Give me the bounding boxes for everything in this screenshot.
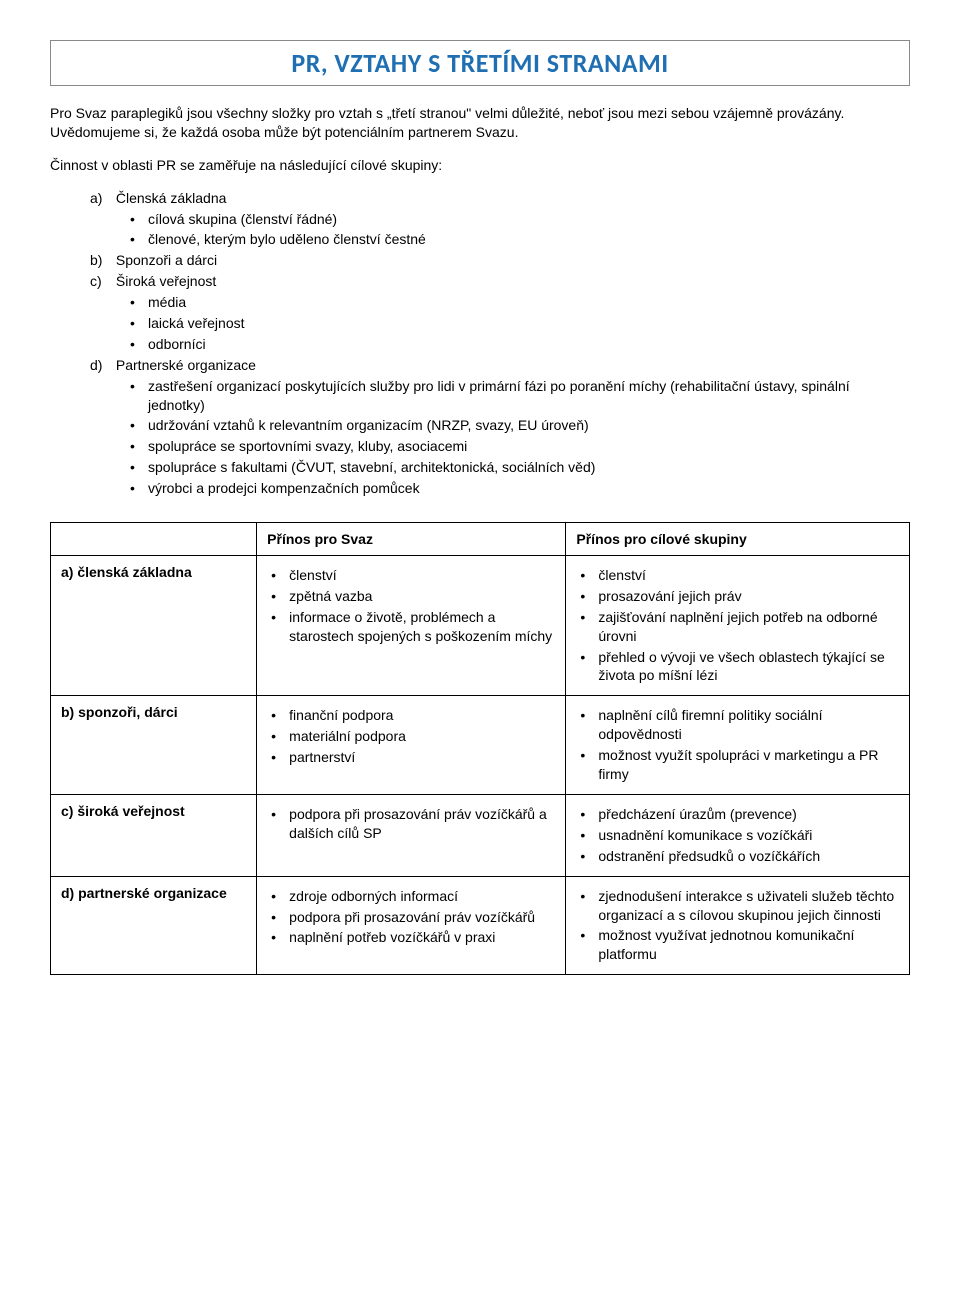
list-item: odstranění předsudků o vozíčkářích <box>580 847 899 866</box>
list-item: přehled o vývoji ve všech oblastech týka… <box>580 648 899 686</box>
group-label: Členská základna <box>116 190 227 206</box>
cell-svaz: podpora při prosazování práv vozíčkářů a… <box>257 794 566 876</box>
list-item: udržování vztahů k relevantním organizac… <box>130 416 910 435</box>
list-item: finanční podpora <box>271 706 555 725</box>
cell-svaz: členství zpětná vazba informace o životě… <box>257 556 566 696</box>
list-item: cílová skupina (členství řádné) <box>130 210 910 229</box>
group-c-items: média laická veřejnost odborníci <box>90 293 910 354</box>
list-item: spolupráce s fakultami (ČVUT, stavební, … <box>130 458 910 477</box>
group-marker: a) <box>90 189 112 208</box>
table-header-row: Přínos pro Svaz Přínos pro cílové skupin… <box>51 523 910 556</box>
row-head: a) členská základna <box>51 556 257 696</box>
group-a-items: cílová skupina (členství řádné) členové,… <box>90 210 910 250</box>
list-item: informace o životě, problémech a starost… <box>271 608 555 646</box>
table-row: c) široká veřejnost podpora při prosazov… <box>51 794 910 876</box>
page-title: PR, VZTAHY S TŘETÍMI STRANAMI <box>61 47 899 79</box>
table-row: b) sponzoři, dárci finanční podpora mate… <box>51 696 910 795</box>
group-a: a) Členská základna cílová skupina (člen… <box>90 189 910 250</box>
cell-cilove: zjednodušení interakce s uživateli služe… <box>566 876 910 975</box>
list-item: možnost využít spolupráci v marketingu a… <box>580 746 899 784</box>
row-head: c) široká veřejnost <box>51 794 257 876</box>
list-item: laická veřejnost <box>130 314 910 333</box>
list-item: zastřešení organizací poskytujících služ… <box>130 377 910 415</box>
cell-svaz: zdroje odborných informací podpora při p… <box>257 876 566 975</box>
group-label: Partnerské organizace <box>116 357 256 373</box>
list-item: naplnění cílů firemní politiky sociální … <box>580 706 899 744</box>
group-marker: c) <box>90 272 112 291</box>
cell-cilove: předcházení úrazům (prevence) usnadnění … <box>566 794 910 876</box>
group-marker: d) <box>90 356 112 375</box>
list-item: zjednodušení interakce s uživateli služe… <box>580 887 899 925</box>
lead-paragraph: Činnost v oblasti PR se zaměřuje na násl… <box>50 156 910 175</box>
group-c: c) Široká veřejnost média laická veřejno… <box>90 272 910 354</box>
list-item: zajišťování naplnění jejich potřeb na od… <box>580 608 899 646</box>
list-item: naplnění potřeb vozíčkářů v praxi <box>271 928 555 947</box>
header-svaz: Přínos pro Svaz <box>257 523 566 556</box>
list-item: spolupráce se sportovními svazy, kluby, … <box>130 437 910 456</box>
group-d: d) Partnerské organizace zastřešení orga… <box>90 356 910 498</box>
row-head: b) sponzoři, dárci <box>51 696 257 795</box>
list-item: členství <box>271 566 555 585</box>
list-item: podpora při prosazování práv vozíčkářů a… <box>271 805 555 843</box>
list-item: zdroje odborných informací <box>271 887 555 906</box>
group-marker: b) <box>90 251 112 270</box>
list-item: partnerství <box>271 748 555 767</box>
intro-paragraph: Pro Svaz paraplegiků jsou všechny složky… <box>50 104 910 142</box>
list-item: výrobci a prodejci kompenzačních pomůcek <box>130 479 910 498</box>
table-row: d) partnerské organizace zdroje odbornýc… <box>51 876 910 975</box>
list-item: odborníci <box>130 335 910 354</box>
cell-cilove: naplnění cílů firemní politiky sociální … <box>566 696 910 795</box>
group-d-items: zastřešení organizací poskytujících služ… <box>90 377 910 498</box>
benefits-table: Přínos pro Svaz Přínos pro cílové skupin… <box>50 522 910 975</box>
target-groups-list: a) Členská základna cílová skupina (člen… <box>50 189 910 498</box>
list-item: prosazování jejich práv <box>580 587 899 606</box>
title-box: PR, VZTAHY S TŘETÍMI STRANAMI <box>50 40 910 86</box>
table-row: a) členská základna členství zpětná vazb… <box>51 556 910 696</box>
cell-svaz: finanční podpora materiální podpora part… <box>257 696 566 795</box>
list-item: usnadnění komunikace s vozíčkáři <box>580 826 899 845</box>
list-item: členství <box>580 566 899 585</box>
list-item: členové, kterým bylo uděleno členství če… <box>130 230 910 249</box>
group-label: Široká veřejnost <box>116 273 216 289</box>
header-empty <box>51 523 257 556</box>
header-cilove: Přínos pro cílové skupiny <box>566 523 910 556</box>
list-item: zpětná vazba <box>271 587 555 606</box>
row-head: d) partnerské organizace <box>51 876 257 975</box>
list-item: předcházení úrazům (prevence) <box>580 805 899 824</box>
list-item: podpora při prosazování práv vozíčkářů <box>271 908 555 927</box>
list-item: materiální podpora <box>271 727 555 746</box>
cell-cilove: členství prosazování jejich práv zajišťo… <box>566 556 910 696</box>
list-item: média <box>130 293 910 312</box>
group-label: Sponzoři a dárci <box>116 252 217 268</box>
list-item: možnost využívat jednotnou komunikační p… <box>580 926 899 964</box>
group-b: b) Sponzoři a dárci <box>90 251 910 270</box>
